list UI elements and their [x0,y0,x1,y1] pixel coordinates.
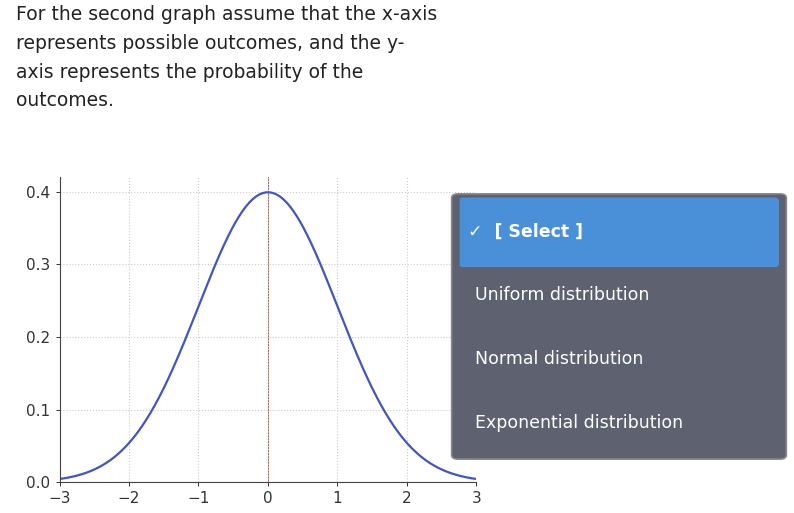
Text: Normal distribution: Normal distribution [476,350,644,368]
Text: Exponential distribution: Exponential distribution [476,414,684,432]
Text: Uniform distribution: Uniform distribution [476,286,649,304]
Text: ✓  [ Select ]: ✓ [ Select ] [468,223,583,241]
Text: For the second graph assume that the x-axis
represents possible outcomes, and th: For the second graph assume that the x-a… [16,5,437,110]
